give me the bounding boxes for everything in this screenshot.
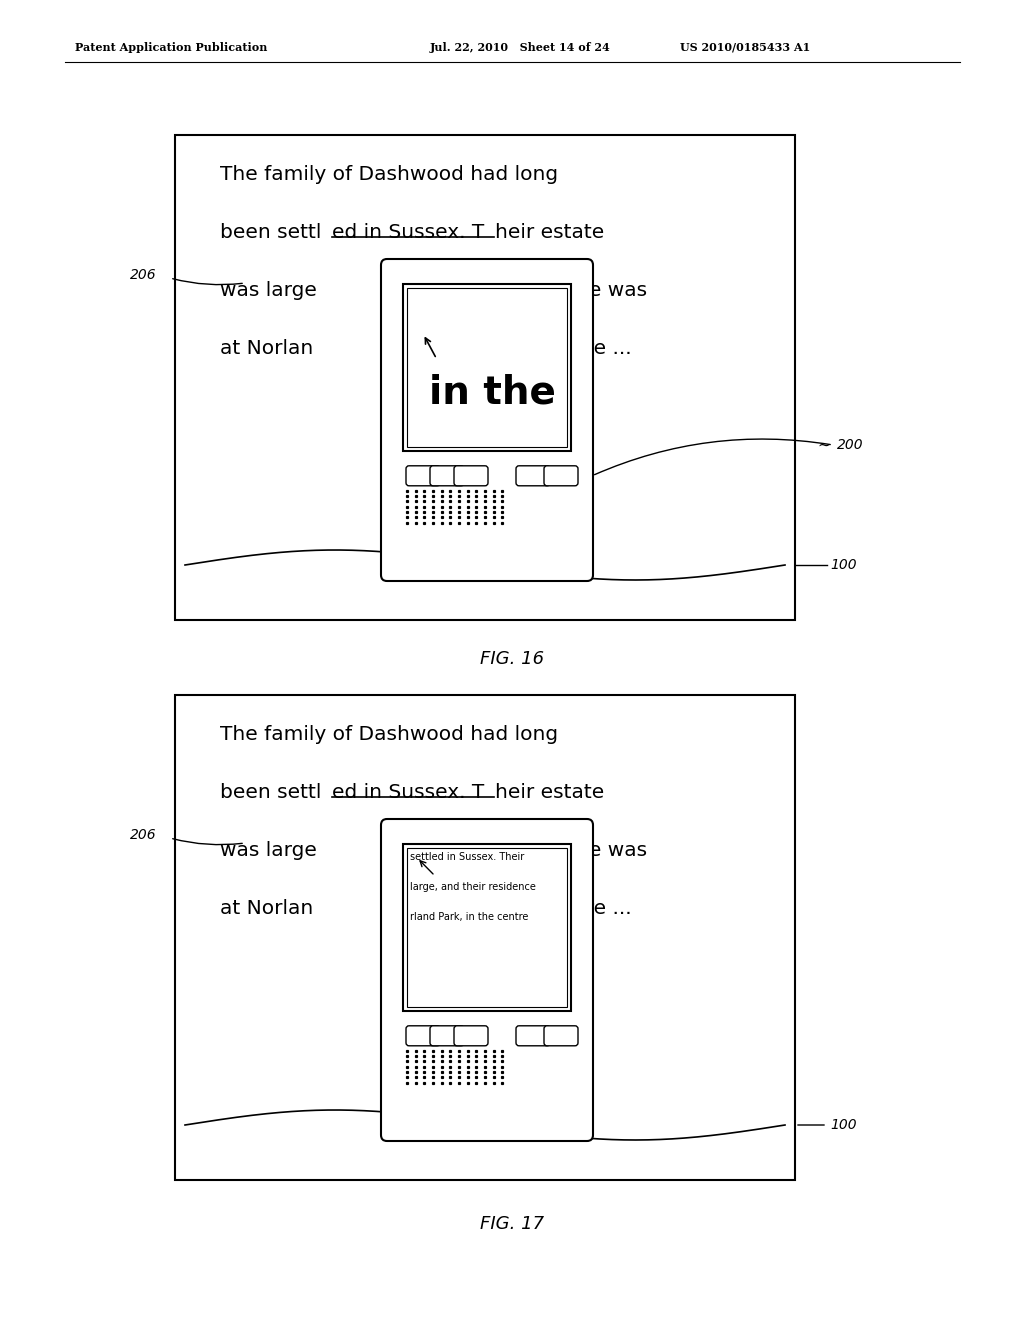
Text: Jul. 22, 2010   Sheet 14 of 24: Jul. 22, 2010 Sheet 14 of 24: [430, 42, 610, 53]
Text: ed in Sussex. T: ed in Sussex. T: [332, 783, 484, 803]
Text: large, and their residence: large, and their residence: [410, 882, 536, 892]
FancyBboxPatch shape: [430, 1026, 464, 1045]
FancyBboxPatch shape: [406, 466, 440, 486]
FancyBboxPatch shape: [454, 466, 488, 486]
FancyBboxPatch shape: [544, 1026, 578, 1045]
FancyBboxPatch shape: [381, 259, 593, 581]
Text: nce was: nce was: [565, 281, 647, 300]
Text: at Norlan: at Norlan: [220, 899, 313, 917]
FancyBboxPatch shape: [454, 1026, 488, 1045]
FancyBboxPatch shape: [544, 466, 578, 486]
Text: heir estate: heir estate: [495, 783, 604, 803]
FancyBboxPatch shape: [516, 466, 550, 486]
Bar: [407, 847, 567, 1007]
Text: The family of Dashwood had long: The family of Dashwood had long: [220, 725, 558, 744]
Text: FIG. 17: FIG. 17: [480, 1214, 544, 1233]
Text: been settl: been settl: [220, 223, 322, 242]
Text: was large: was large: [220, 841, 316, 861]
Text: FIG. 16: FIG. 16: [480, 649, 544, 668]
FancyBboxPatch shape: [406, 1026, 440, 1045]
Text: ntre ...: ntre ...: [565, 899, 632, 917]
Text: Patent Application Publication: Patent Application Publication: [75, 42, 267, 53]
Text: US 2010/0185433 A1: US 2010/0185433 A1: [680, 42, 810, 53]
Text: ~: ~: [817, 437, 829, 453]
Text: been settl: been settl: [220, 783, 322, 803]
Text: nce was: nce was: [565, 841, 647, 861]
Bar: [407, 288, 567, 447]
Text: 200: 200: [837, 438, 863, 451]
Text: 206: 206: [130, 828, 157, 842]
Text: 100: 100: [830, 558, 857, 572]
Text: heir estate: heir estate: [495, 223, 604, 242]
FancyBboxPatch shape: [430, 466, 464, 486]
Bar: [175, 135, 795, 620]
Text: in the: in the: [429, 374, 555, 412]
Bar: [175, 696, 795, 1180]
Text: ed in Sussex. T: ed in Sussex. T: [332, 223, 484, 242]
Text: at Norlan: at Norlan: [220, 339, 313, 358]
Text: ntre ...: ntre ...: [565, 339, 632, 358]
Text: 100: 100: [830, 1118, 857, 1133]
Text: was large: was large: [220, 281, 316, 300]
Bar: [403, 284, 571, 451]
FancyBboxPatch shape: [516, 1026, 550, 1045]
Text: 206: 206: [130, 268, 157, 282]
Text: rland Park, in the centre: rland Park, in the centre: [410, 912, 528, 923]
Text: The family of Dashwood had long: The family of Dashwood had long: [220, 165, 558, 183]
Text: settled in Sussex. Their: settled in Sussex. Their: [410, 851, 524, 862]
Bar: [403, 843, 571, 1011]
FancyBboxPatch shape: [381, 818, 593, 1140]
